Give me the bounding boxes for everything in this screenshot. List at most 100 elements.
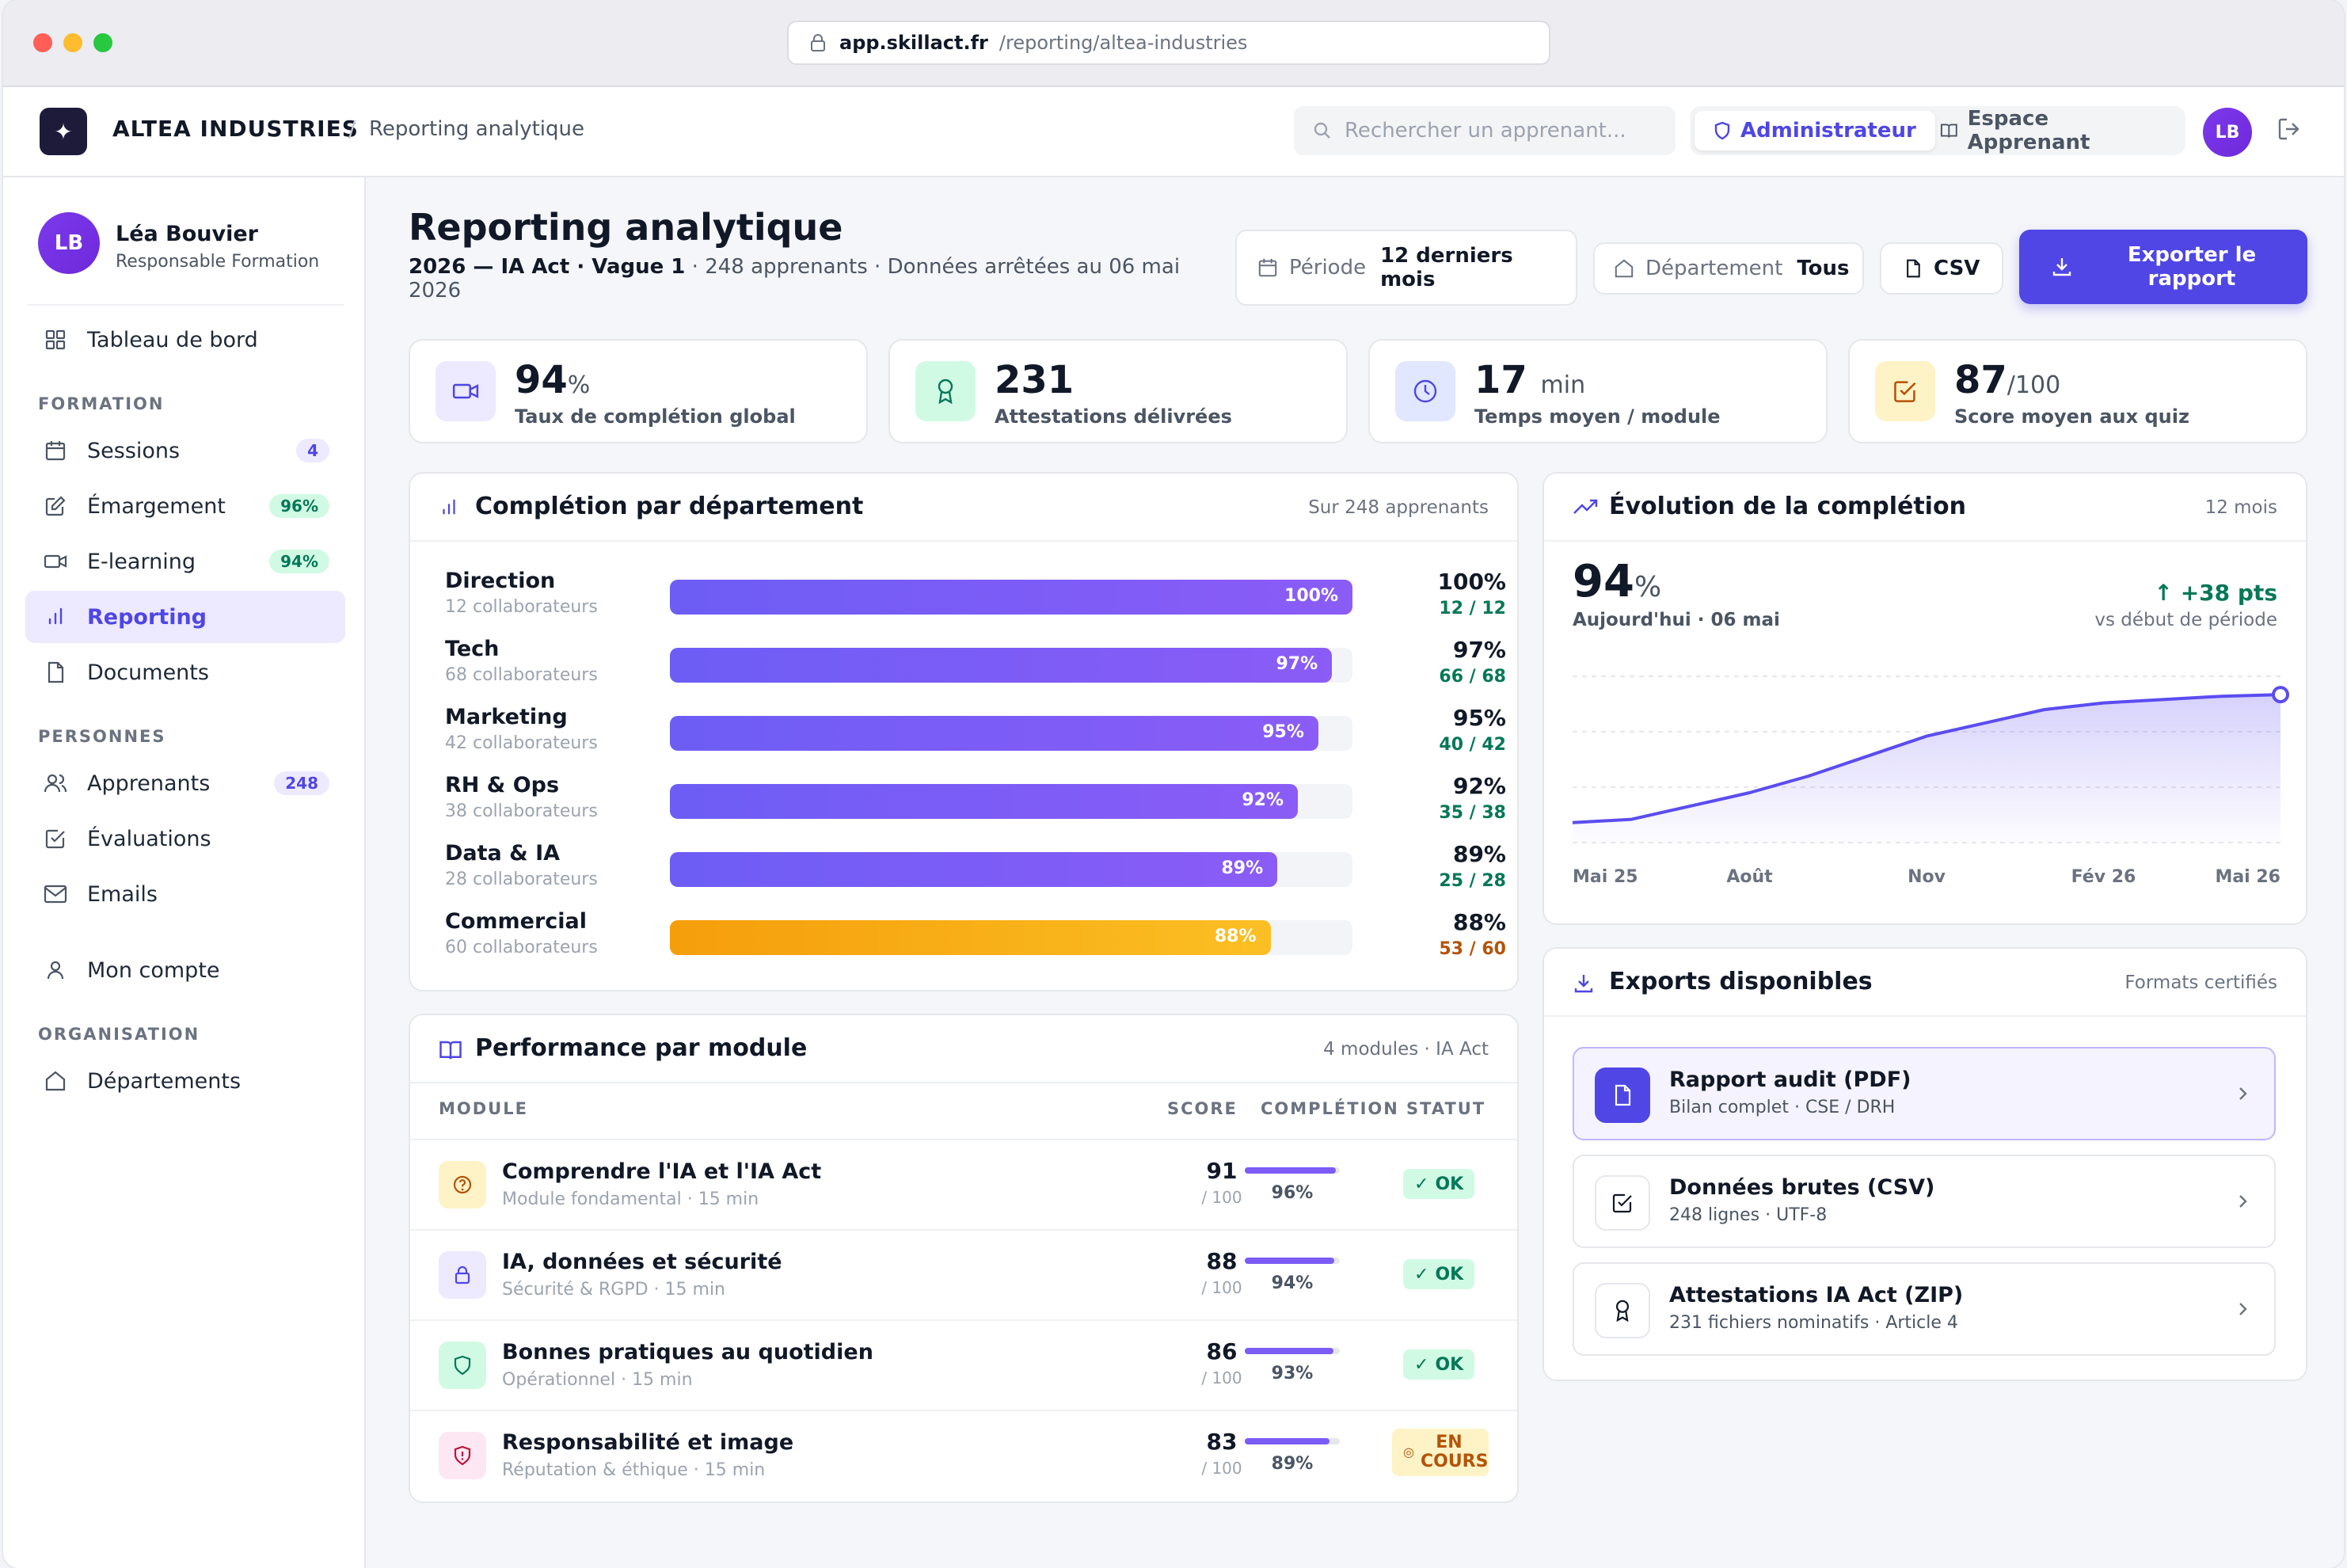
column-header-score[interactable]: SCORE bbox=[1167, 1099, 1238, 1118]
sidebar-item-emails[interactable]: Emails bbox=[25, 868, 345, 920]
module-row[interactable]: Responsabilité et image Réputation & éthi… bbox=[410, 1410, 1517, 1500]
chart-x-tick: Mai 26 bbox=[2215, 867, 2280, 887]
sidebar-item-documents[interactable]: Documents bbox=[25, 646, 345, 698]
edit-icon bbox=[43, 493, 68, 519]
export-pdf-item[interactable]: Rapport audit (PDF) Bilan complet · CSE … bbox=[1573, 1047, 2276, 1140]
sidebar-user-name: Léa Bouvier bbox=[116, 222, 258, 246]
chart-x-tick: Mai 25 bbox=[1573, 867, 1638, 887]
sidebar-item-label: Sessions bbox=[87, 438, 181, 463]
column-header-module[interactable]: MODULE bbox=[439, 1099, 528, 1118]
period-filter[interactable]: Période 12 derniers mois bbox=[1235, 230, 1577, 306]
card-header: Exports disponibles Formats certifiés bbox=[1544, 949, 2306, 1017]
department-progress-bar: 89% bbox=[670, 852, 1278, 887]
sidebar-item-label: Départements bbox=[87, 1068, 242, 1094]
department-progress-bar: 95% bbox=[670, 716, 1318, 751]
module-completion: 94% bbox=[1271, 1273, 1314, 1293]
page-title: Reporting analytique bbox=[409, 206, 843, 249]
export-csv-item[interactable]: Données brutes (CSV) 248 lignes · UTF-8 bbox=[1573, 1155, 2276, 1248]
card-title: Évolution de la complétion bbox=[1609, 493, 1966, 520]
module-progress-track bbox=[1245, 1348, 1340, 1354]
department-row: Commercial 60 collaborateurs 88% 88% 53 / 60 bbox=[445, 909, 1506, 965]
kpi-value: 231 bbox=[995, 358, 1075, 402]
sessions-count-badge: 4 bbox=[296, 439, 329, 462]
search-box[interactable] bbox=[1294, 106, 1676, 155]
role-learner-button[interactable]: Espace Apprenant bbox=[1921, 107, 2185, 154]
department-progress-bar: 88% bbox=[670, 920, 1271, 955]
sidebar-divider bbox=[27, 304, 344, 306]
department-progress-track: 92% bbox=[670, 784, 1352, 819]
sidebar-item-evaluations[interactable]: Évaluations bbox=[25, 813, 345, 865]
department-count: 40 / 42 bbox=[1439, 735, 1506, 755]
sidebar-item-departements[interactable]: Départements bbox=[25, 1055, 345, 1107]
module-row[interactable]: IA, données et sécurité Sécurité & RGPD ·… bbox=[410, 1229, 1517, 1319]
module-row[interactable]: Comprendre l'IA et l'IA Act Module fondam… bbox=[410, 1139, 1517, 1229]
file-icon bbox=[1907, 259, 1920, 278]
logout-icon[interactable] bbox=[2276, 116, 2303, 146]
download-icon bbox=[1574, 975, 1593, 993]
user-avatar[interactable]: LB bbox=[2203, 108, 2252, 157]
department-percent: 95% bbox=[1452, 705, 1506, 731]
chart-point[interactable] bbox=[2272, 686, 2289, 704]
department-size: 68 collaborateurs bbox=[445, 665, 598, 685]
column-header-status[interactable]: STATUT bbox=[1406, 1099, 1486, 1118]
export-zip-item[interactable]: Attestations IA Act (ZIP) 231 fichiers n… bbox=[1573, 1262, 2276, 1356]
status-badge: ◎ EN COURS bbox=[1392, 1429, 1489, 1476]
sidebar-item-label: Émargement bbox=[87, 493, 226, 519]
address-bar[interactable]: app.skillact.fr /reporting/altea-industr… bbox=[787, 21, 1550, 65]
module-performance-card: Performance par module 4 modules · IA Ac… bbox=[409, 1014, 1519, 1503]
evolution-big-value: 94% bbox=[1573, 556, 1662, 607]
department-row: Data & IA 28 collaborateurs 89% 89% 25 / 28 bbox=[445, 841, 1506, 896]
sidebar-item-dashboard[interactable]: Tableau de bord bbox=[25, 314, 345, 366]
org-name[interactable]: ALTEA INDUSTRIES bbox=[112, 116, 359, 142]
sidebar-item-reporting[interactable]: Reporting bbox=[25, 591, 345, 643]
role-admin-button[interactable]: Administrateur bbox=[1695, 111, 1935, 150]
kpi-label: Attestations délivrées bbox=[995, 405, 1232, 428]
evolution-delta-sub: vs début de période bbox=[2094, 610, 2277, 630]
maximize-window-icon[interactable] bbox=[93, 33, 112, 52]
export-report-button[interactable]: Exporter le rapport bbox=[2019, 230, 2307, 304]
department-bar-label: 89% bbox=[1221, 858, 1264, 878]
sidebar-item-label: Mon compte bbox=[87, 957, 220, 983]
module-score: 86 bbox=[1206, 1338, 1238, 1364]
minimize-window-icon[interactable] bbox=[63, 33, 82, 52]
csv-button[interactable]: CSV bbox=[1880, 242, 2003, 295]
url-host: app.skillact.fr bbox=[839, 32, 988, 54]
sidebar-item-label: Évaluations bbox=[87, 826, 211, 851]
export-sub: Bilan complet · CSE / DRH bbox=[1669, 1098, 1896, 1117]
card-header: Évolution de la complétion 12 mois bbox=[1544, 474, 2306, 542]
check-icon: ✓ bbox=[1414, 1174, 1429, 1194]
evolution-date: Aujourd'hui · 06 mai bbox=[1573, 610, 1780, 630]
module-progress-track bbox=[1245, 1258, 1340, 1264]
department-row: Tech 68 collaborateurs 97% 97% 66 / 68 bbox=[445, 637, 1506, 692]
sidebar-item-elearning[interactable]: E-learning 94% bbox=[25, 535, 345, 588]
evolution-delta: ↑ +38 pts bbox=[2154, 580, 2278, 606]
sidebar-item-emargement[interactable]: Émargement 96% bbox=[25, 480, 345, 532]
department-row: RH & Ops 38 collaborateurs 92% 92% 35 / 38 bbox=[445, 773, 1506, 828]
department-filter[interactable]: Département Tous bbox=[1593, 242, 1864, 295]
export-report-label: Exporter le rapport bbox=[2127, 243, 2257, 291]
department-size: 28 collaborateurs bbox=[445, 870, 598, 889]
module-row[interactable]: Bonnes pratiques au quotidien Opérationne… bbox=[410, 1319, 1517, 1410]
module-progress-bar bbox=[1245, 1438, 1329, 1444]
sidebar-item-label: Emails bbox=[87, 881, 158, 907]
department-name: Commercial bbox=[445, 909, 587, 934]
department-size: 60 collaborateurs bbox=[445, 938, 598, 957]
sidebar-item-label: Documents bbox=[87, 660, 209, 685]
department-progress-track: 97% bbox=[670, 648, 1352, 683]
role-switcher: Administrateur Espace Apprenant bbox=[1690, 106, 2185, 155]
sidebar-item-mon-compte[interactable]: Mon compte bbox=[25, 944, 345, 996]
bar-chart-icon bbox=[43, 604, 68, 630]
sidebar-section-formation: FORMATION bbox=[38, 394, 165, 413]
shield-icon bbox=[439, 1342, 486, 1389]
sidebar-item-apprenants[interactable]: Apprenants 248 bbox=[25, 757, 345, 809]
app-logo-icon[interactable]: ✦ bbox=[40, 108, 87, 155]
sidebar-item-sessions[interactable]: Sessions 4 bbox=[25, 424, 345, 477]
role-admin-label: Administrateur bbox=[1740, 119, 1916, 143]
module-sub: Sécurité & RGPD · 15 min bbox=[502, 1280, 725, 1300]
card-meta: Formats certifiés bbox=[2124, 972, 2277, 993]
completion-evolution-card: Évolution de la complétion 12 mois 94% A… bbox=[1542, 472, 2307, 925]
column-header-completion[interactable]: COMPLÉTION bbox=[1261, 1099, 1399, 1118]
department-name: Marketing bbox=[445, 705, 568, 729]
close-window-icon[interactable] bbox=[33, 33, 52, 52]
search-input[interactable] bbox=[1345, 119, 1661, 143]
